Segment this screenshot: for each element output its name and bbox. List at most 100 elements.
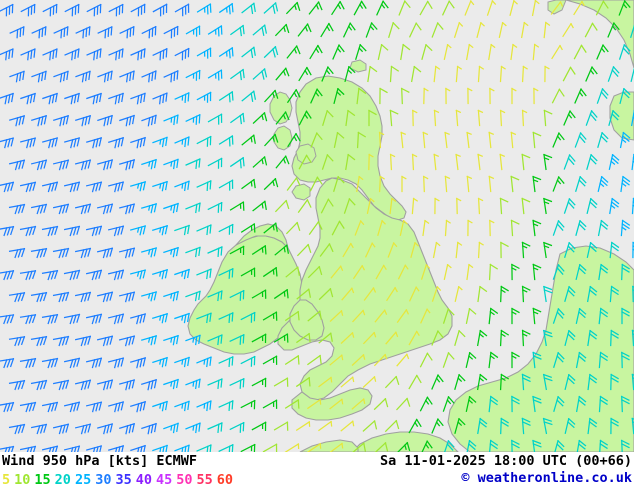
wind-barb — [86, 3, 102, 17]
wind-barb — [389, 65, 400, 83]
wind-barb — [52, 335, 70, 347]
wind-barb — [599, 439, 609, 452]
wind-barb — [108, 3, 124, 17]
wind-barb — [608, 153, 620, 171]
wind-barb — [384, 419, 400, 433]
wind-barb — [433, 153, 440, 171]
wind-barb — [85, 401, 103, 413]
wind-barb — [119, 379, 135, 391]
wind-barb — [174, 312, 190, 324]
legend-value-25: 25 — [74, 472, 92, 488]
wind-barb — [174, 224, 190, 236]
wind-barb — [356, 87, 367, 105]
wind-barb — [262, 399, 278, 409]
wind-barb — [365, 22, 378, 38]
wind-barb — [353, 0, 367, 16]
wind-barb — [196, 400, 212, 412]
wind-barb — [108, 48, 124, 61]
wind-barb — [30, 291, 48, 303]
wind-barb — [152, 47, 168, 61]
wind-barb — [521, 329, 531, 347]
legend-value-35: 35 — [115, 472, 132, 488]
wind-barb — [433, 65, 441, 83]
wind-barb — [434, 197, 440, 215]
wind-barb — [400, 131, 407, 149]
wind-barb — [431, 418, 444, 434]
wind-barb — [455, 241, 463, 259]
wind-barb — [510, 131, 517, 149]
wind-barb — [130, 401, 146, 413]
wind-barb — [368, 153, 374, 171]
wind-speed-legend: 5 10 15 20 25 30 35 40 45 50 55 60 — [2, 471, 237, 488]
wind-barb — [185, 246, 201, 258]
wind-barb — [241, 46, 256, 59]
wind-barb — [586, 241, 598, 259]
wind-barb — [551, 88, 565, 104]
wind-barb — [97, 114, 113, 127]
wind-barb — [0, 92, 14, 105]
wind-barb — [218, 223, 234, 235]
wind-barb — [410, 65, 422, 83]
wind-barb — [499, 373, 510, 391]
wind-barb — [107, 225, 125, 237]
wind-barb — [618, 44, 631, 60]
wind-barb — [618, 0, 631, 16]
wind-barb — [422, 219, 430, 237]
wind-barb — [420, 264, 431, 280]
wind-barb — [286, 88, 301, 104]
wind-barb — [163, 422, 179, 434]
wind-barb — [0, 358, 15, 369]
wind-barb — [86, 445, 102, 452]
wind-barb — [477, 65, 485, 83]
wind-barb — [41, 181, 59, 193]
wind-barb — [521, 285, 531, 303]
wind-barb — [331, 220, 345, 236]
wind-barb — [284, 355, 300, 365]
wind-barb — [573, 0, 585, 16]
wind-barb — [352, 442, 367, 452]
wind-barb — [374, 442, 389, 452]
wind-barb — [401, 175, 407, 193]
wind-barb — [130, 269, 146, 280]
wind-barb — [152, 3, 168, 17]
wind-barb — [400, 87, 410, 105]
wind-barb — [262, 311, 278, 321]
wind-barb — [152, 356, 168, 368]
wind-barb — [141, 291, 157, 302]
wind-barb — [85, 181, 103, 193]
wind-barb — [8, 292, 26, 303]
wind-barb — [240, 311, 256, 323]
wind-barb — [96, 247, 114, 259]
wind-barb — [274, 199, 290, 213]
wind-barb — [196, 356, 212, 368]
wind-barb — [30, 159, 48, 171]
wind-barb — [218, 91, 234, 103]
wind-barb — [141, 70, 157, 83]
wind-map-panel[interactable] — [0, 0, 634, 452]
wind-barb — [421, 43, 433, 60]
wind-barb — [296, 332, 311, 344]
wind-barb — [333, 175, 345, 192]
wind-barb — [510, 43, 518, 61]
wind-barb — [240, 399, 256, 410]
wind-barb — [444, 219, 451, 237]
wind-barb — [185, 202, 201, 214]
wind-barb — [274, 244, 290, 256]
wind-barb — [340, 332, 355, 344]
wind-barb — [229, 377, 245, 389]
wind-barb — [576, 439, 587, 452]
wind-barb — [64, 137, 80, 149]
wind-barb — [411, 197, 419, 215]
wind-barb — [596, 44, 609, 60]
wind-barb — [310, 132, 323, 148]
wind-barb — [608, 109, 620, 126]
wind-barb — [575, 219, 587, 236]
wind-barb — [378, 175, 385, 193]
wind-barb — [362, 331, 377, 345]
wind-barb — [229, 201, 245, 211]
wind-barb — [207, 157, 223, 169]
wind-barb — [196, 312, 212, 324]
wind-map-canvas[interactable] — [0, 0, 634, 452]
wind-barb — [532, 307, 542, 325]
wind-barb — [575, 263, 587, 281]
